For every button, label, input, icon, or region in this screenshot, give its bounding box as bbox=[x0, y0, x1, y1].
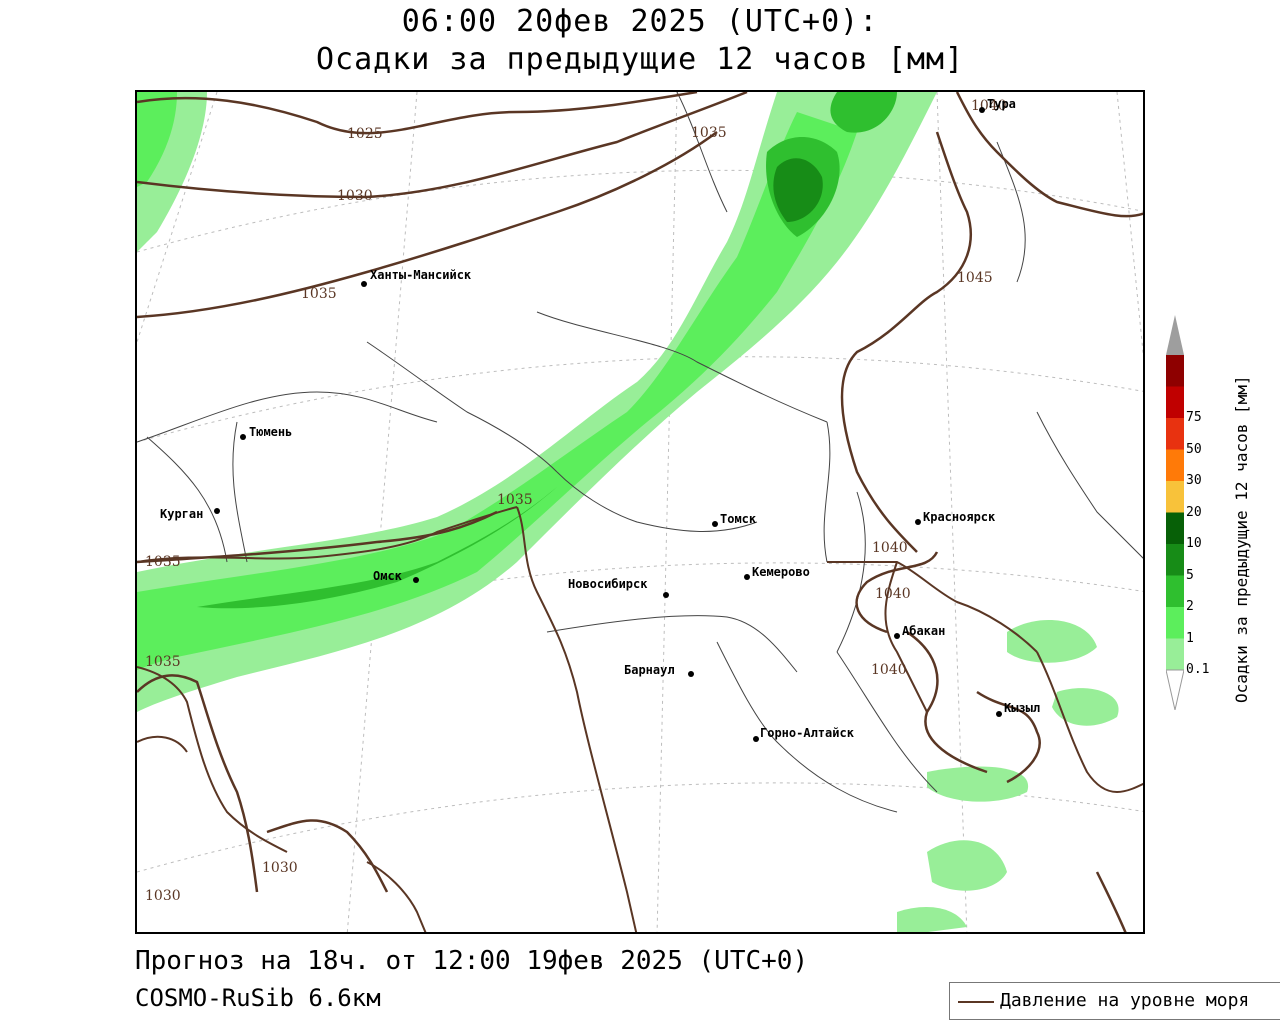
city-label: Красноярск bbox=[923, 510, 996, 524]
city-label: Тура bbox=[987, 97, 1016, 111]
colorbar-tick-label: 2 bbox=[1186, 599, 1194, 614]
isobar-label: 1035 bbox=[145, 554, 181, 570]
city-label: Ханты-Мансийск bbox=[370, 268, 472, 282]
colorbar-tick-label: 50 bbox=[1186, 441, 1202, 457]
city-dot bbox=[894, 633, 900, 639]
colorbar-tick-label: 0.1 bbox=[1186, 662, 1210, 677]
colorbar-tick-label: 20 bbox=[1186, 504, 1202, 520]
colorbar-tick-label: 5 bbox=[1186, 567, 1194, 583]
colorbar-segment bbox=[1166, 418, 1184, 450]
city-label: Курган bbox=[160, 507, 204, 521]
colorbar-title: Осадки за предыдущие 12 часов [мм] bbox=[1232, 375, 1251, 703]
city-label: Кемерово bbox=[752, 565, 810, 579]
city-dot bbox=[413, 577, 419, 583]
colorbar-tick-label: 1 bbox=[1186, 630, 1194, 646]
map-title-line1: 06:00 20фев 2025 (UTC+0): bbox=[401, 4, 879, 39]
map-frame: 1025 1030 1035 1035 1035 1035 1040 1045 … bbox=[135, 90, 1145, 934]
colorbar-segments bbox=[1166, 355, 1184, 670]
city-dot bbox=[996, 711, 1002, 717]
city-label: Кызыл bbox=[1004, 701, 1041, 715]
colorbar-segment bbox=[1166, 481, 1184, 513]
colorbar-segment bbox=[1166, 512, 1184, 544]
colorbar-overflow-triangle bbox=[1166, 315, 1184, 355]
city-dot bbox=[688, 671, 694, 677]
pressure-legend-label: Давление на уровне моря bbox=[1000, 990, 1250, 1011]
city-dot bbox=[361, 281, 367, 287]
country-border bbox=[137, 506, 1143, 932]
city-dot bbox=[744, 574, 750, 580]
city-dot bbox=[979, 107, 985, 113]
city-dot bbox=[915, 519, 921, 525]
city-dot bbox=[753, 736, 759, 742]
isobar-label: 1025 bbox=[347, 126, 383, 142]
colorbar-tick-label: 30 bbox=[1186, 473, 1202, 488]
region-borders bbox=[137, 92, 1143, 813]
forecast-info: Прогноз на 18ч. от 12:00 19фев 2025 (UTC… bbox=[135, 946, 809, 976]
colorbar-segment bbox=[1166, 575, 1184, 607]
isobar-label: 1030 bbox=[145, 888, 181, 904]
colorbar-underflow-triangle bbox=[1166, 669, 1184, 710]
city-label: Тюмень bbox=[249, 425, 293, 439]
pressure-legend: Давление на уровне моря bbox=[949, 982, 1280, 1020]
city-label: Новосибирск bbox=[568, 577, 648, 591]
city-dot bbox=[663, 592, 669, 598]
colorbar-segment bbox=[1166, 449, 1184, 481]
isobar-label: 1035 bbox=[691, 125, 727, 141]
city-dot bbox=[240, 434, 246, 440]
city-label: Горно-Алтайск bbox=[760, 726, 854, 740]
precipitation-band bbox=[137, 92, 1119, 932]
city-dot bbox=[712, 521, 718, 527]
city-label: Томск bbox=[720, 512, 757, 526]
isobar-label: 1035 bbox=[497, 492, 533, 508]
isobar-label: 1045 bbox=[957, 270, 993, 286]
model-name: COSMO-RuSib 6.6км bbox=[135, 984, 381, 1012]
colorbar-segment bbox=[1166, 386, 1184, 418]
isobar-label: 1030 bbox=[337, 188, 373, 204]
isobar-label: 1030 bbox=[262, 860, 298, 876]
colorbar-segment bbox=[1166, 638, 1184, 670]
isobar-label: 1040 bbox=[872, 540, 908, 556]
city-label: Омск bbox=[373, 569, 402, 583]
city-label: Абакан bbox=[902, 624, 946, 638]
colorbar-segment bbox=[1166, 544, 1184, 576]
map-canvas bbox=[137, 92, 1143, 932]
pressure-line-swatch bbox=[958, 1001, 994, 1003]
isobar-label: 1040 bbox=[871, 662, 907, 678]
isobars bbox=[137, 92, 1143, 932]
city-dot bbox=[214, 508, 220, 514]
colorbar-segment bbox=[1166, 607, 1184, 639]
isobar-label: 1035 bbox=[301, 286, 337, 302]
isobar-label: 1035 bbox=[145, 654, 181, 670]
colorbar-tick-label: 10 bbox=[1186, 536, 1202, 551]
city-label: Барнаул bbox=[624, 663, 675, 677]
colorbar-segment bbox=[1166, 355, 1184, 387]
map-title-line2: Осадки за предыдущие 12 часов [мм] bbox=[315, 42, 965, 77]
isobar-label: 1040 bbox=[875, 586, 911, 602]
precip-colorbar bbox=[1166, 315, 1184, 710]
colorbar-tick-label: 75 bbox=[1186, 410, 1202, 425]
